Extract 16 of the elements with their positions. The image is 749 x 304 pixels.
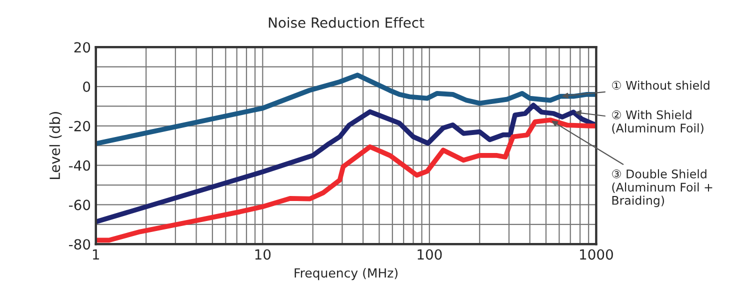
- y-tick-label: 0: [83, 81, 90, 92]
- x-tick-label: 1: [92, 249, 100, 260]
- x-tick-label: 10: [255, 249, 271, 260]
- x-tick-label: 100: [418, 249, 442, 260]
- y-axis-title: Level (db): [49, 112, 62, 180]
- y-tick-label: -80: [69, 239, 90, 250]
- series-label: ① Without shield: [612, 80, 710, 90]
- text: ③ Double Shield (Aluminum Foil + Braiding): [612, 169, 712, 208]
- y-tick-label: -40: [69, 160, 90, 171]
- x-tick-label: 1000: [580, 249, 613, 260]
- series-label: ② With Shield (Aluminum Foil): [612, 110, 704, 134]
- chart-title: Noise Reduction Effect: [268, 17, 424, 28]
- y-tick-label: -20: [69, 120, 90, 132]
- x-axis-title: Frequency (MHz): [294, 268, 398, 280]
- y-tick-label: -60: [69, 200, 90, 210]
- y-tick-label: 20: [74, 42, 90, 53]
